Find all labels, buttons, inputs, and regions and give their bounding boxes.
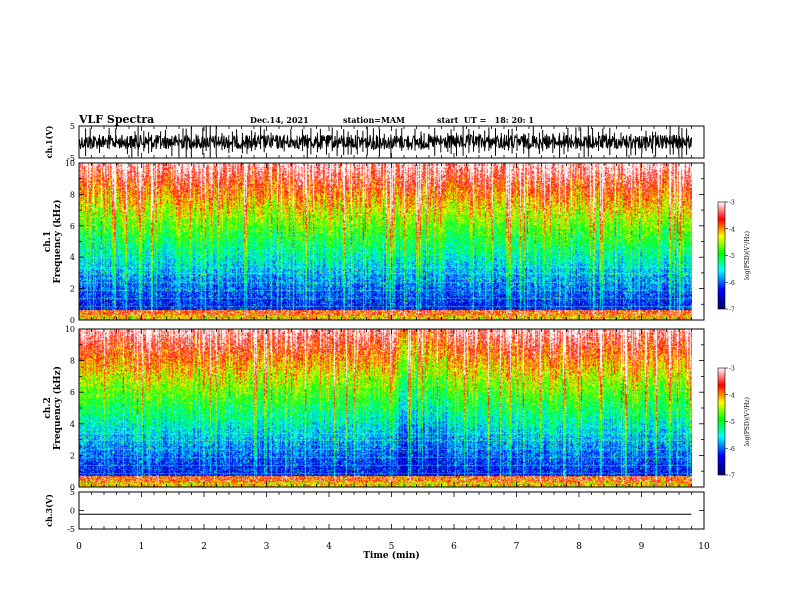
y-tick-label: 6 — [70, 222, 75, 231]
colorbar-tick-label: -7 — [729, 307, 735, 314]
x-tick-label: 8 — [576, 542, 582, 552]
colorbar-tick-label: -4 — [729, 226, 735, 233]
y-tick-label: 8 — [70, 357, 75, 366]
x-axis-label: Time (min) — [363, 550, 420, 561]
y-tick-label: 4 — [70, 420, 75, 429]
y-tick-label: -5 — [67, 154, 75, 163]
y-tick-label: 2 — [70, 451, 75, 460]
colorbar — [717, 201, 726, 310]
y-tick-label: 4 — [70, 253, 75, 262]
colorbar — [717, 367, 726, 476]
y-tick-label: 0 — [70, 316, 75, 325]
date-label: Dec.14, 2021 — [250, 115, 309, 125]
x-tick-label: 2 — [201, 542, 207, 552]
colorbar-label: log(PSD)(V²/Hz) — [744, 397, 751, 446]
colorbar-tick-label: -3 — [729, 200, 735, 207]
y-tick-label: 6 — [70, 388, 75, 397]
y-tick-label: 10 — [65, 325, 75, 334]
colorbar-tick-label: -7 — [729, 473, 735, 480]
station-label: station=MAM — [343, 115, 405, 125]
colorbar-tick-label: -6 — [729, 446, 735, 453]
ch1-waveform-line — [78, 133, 692, 151]
colorbar-tick-label: -5 — [729, 253, 735, 260]
x-tick-label: 9 — [639, 542, 645, 552]
x-tick-label: 1 — [139, 542, 145, 552]
panel-frame — [78, 491, 705, 530]
x-tick-label: 5 — [389, 542, 395, 552]
x-tick-label: 3 — [264, 542, 270, 552]
y-tick-label: 8 — [70, 190, 75, 199]
x-tick-label: 4 — [326, 542, 332, 552]
colorbar-label: log(PSD)(V²/Hz) — [744, 231, 751, 280]
start-time-label: start UT = 18: 20: 1 — [437, 115, 534, 125]
x-tick-label: 7 — [514, 542, 520, 552]
y-axis-label: Frequency (kHz) — [52, 199, 63, 283]
y-tick-label: 0 — [70, 483, 75, 492]
y-axis-label: Frequency (kHz) — [52, 366, 63, 450]
ch1-waveform-trace — [78, 126, 692, 158]
colorbar-tick-label: -6 — [729, 280, 735, 287]
spectrogram-image — [79, 163, 692, 320]
colorbar-tick-label: -5 — [729, 419, 735, 426]
colorbar-tick-label: -4 — [729, 392, 735, 399]
y-axis-label: ch.3(V) — [44, 494, 54, 527]
y-tick-label: 5 — [70, 488, 75, 497]
y-axis-label: ch.1 — [43, 231, 53, 252]
colorbar-tick-label: -3 — [729, 366, 735, 373]
x-tick-label: 10 — [698, 542, 710, 552]
y-axis-label: ch.1(V) — [44, 125, 54, 158]
y-tick-label: 10 — [65, 159, 75, 168]
y-tick-label: 0 — [70, 507, 75, 516]
chart-title: VLF Spectra — [79, 113, 155, 126]
y-axis-label: ch.2 — [43, 397, 53, 418]
x-tick-label: 6 — [451, 542, 457, 552]
x-tick-label: 0 — [76, 542, 82, 552]
spectrogram-image — [79, 329, 692, 487]
y-tick-label: 2 — [70, 285, 75, 294]
y-tick-label: 5 — [70, 122, 75, 131]
y-tick-label: -5 — [67, 525, 75, 534]
